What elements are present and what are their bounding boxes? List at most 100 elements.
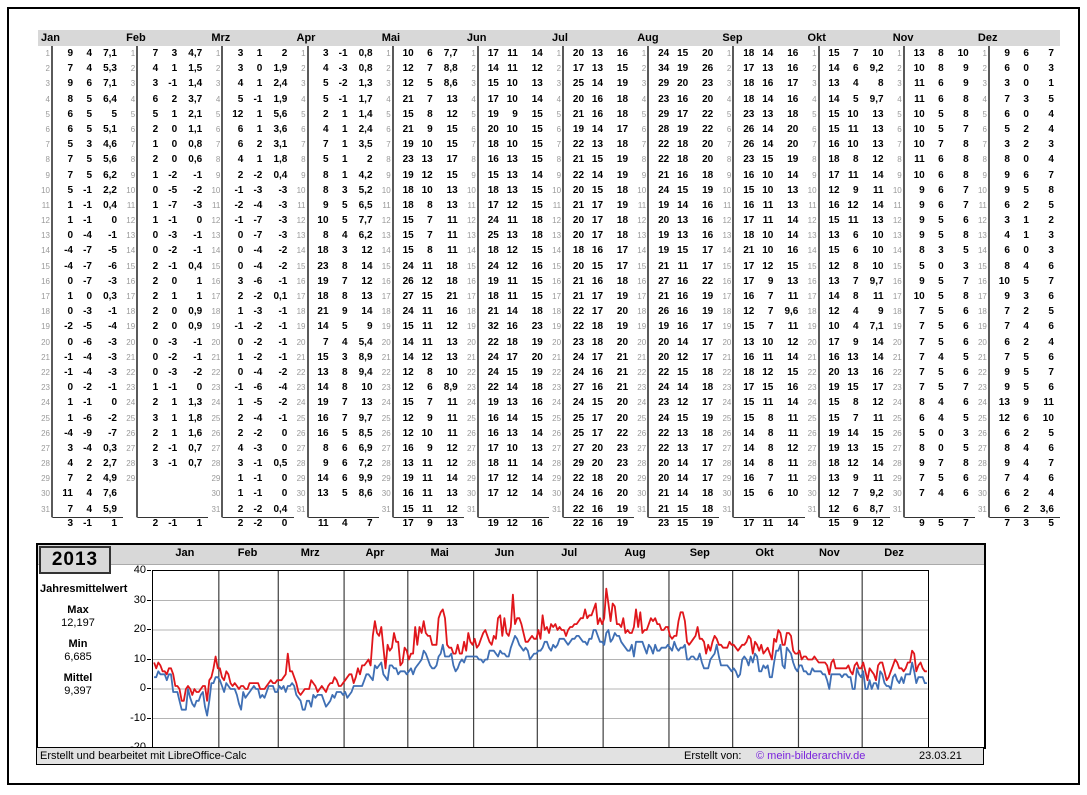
table-row: 12 3 1 2 (975, 213, 1060, 229)
value-min: 6 (86, 78, 92, 90)
monthly-min: 5 (938, 517, 944, 529)
day-number: 11 (126, 200, 136, 210)
value-max: 22 (572, 321, 585, 333)
value-max: -2 (234, 199, 244, 211)
value-max: 1 (237, 306, 244, 318)
table-row: 11 9 5 6,5 (294, 197, 379, 214)
table-row: 21 -1 -4 -3 (38, 349, 123, 365)
day-values: 29 17 22 (647, 106, 719, 122)
value-max: 3 (1004, 139, 1010, 151)
value-mean: 15 (787, 260, 799, 272)
value-mean: 2,4 (358, 123, 373, 135)
value-min: 15 (762, 382, 774, 394)
value-max: 3 (322, 48, 329, 59)
day-values: 24 15 19 (476, 364, 549, 381)
day-number: 23 (41, 383, 50, 393)
day-values: 5 -1 2,2 (51, 182, 123, 198)
value-min: 1 (171, 397, 178, 409)
day-number: 30 (807, 489, 817, 499)
chart-month-label: Apr (365, 547, 385, 559)
value-mean: 14 (872, 458, 884, 470)
table-row: 10 12 9 11 (805, 182, 890, 198)
value-min: 17 (591, 291, 604, 302)
day-values: 20 15 18 (562, 182, 634, 198)
value-max: 15 (743, 321, 755, 333)
day-number: 15 (807, 261, 817, 271)
day-number: 24 (41, 398, 50, 408)
value-min: 18 (591, 336, 604, 348)
value-mean: 10 (446, 366, 458, 378)
value-min: -1 (253, 458, 263, 470)
day-number: 30 (466, 489, 476, 499)
day-number: 11 (552, 200, 562, 210)
value-mean: 18 (531, 382, 543, 394)
value-mean: 17 (616, 260, 629, 272)
day-number: 16 (977, 276, 987, 286)
monthly-mean: 5 (1048, 517, 1054, 529)
value-min: -1 (168, 78, 178, 90)
table-row: 17 21 17 19 (549, 289, 634, 305)
day-number: 6 (726, 124, 732, 134)
value-mean: 5 (963, 412, 969, 424)
value-min: 4 (86, 63, 92, 75)
day-values: 1 0 0,3 (51, 289, 123, 305)
table-row: 17 10 5 8 (890, 289, 975, 305)
table-row: 19 -2 -5 -4 (38, 319, 123, 335)
value-min: 15 (591, 260, 604, 272)
day-number: 21 (722, 352, 732, 362)
value-max: 4 (152, 63, 159, 75)
value-min: 13 (762, 63, 774, 75)
day-values: 3 -1 0,5 (221, 456, 293, 472)
day-number: 8 (641, 155, 647, 165)
value-min: 3 (938, 245, 944, 257)
day-values: 16 7 11 (732, 471, 804, 487)
table-row: 20 0 -3 -1 (123, 334, 208, 350)
table-row: 26 25 17 22 (549, 425, 634, 441)
value-mean: 3 (1048, 139, 1054, 151)
archive-link[interactable]: © mein-bilderarchiv.de (756, 750, 866, 762)
value-mean: 2 (366, 154, 373, 166)
value-min: 3 (341, 351, 348, 363)
day-number: 18 (126, 307, 136, 317)
chart-month-label: Feb (237, 547, 258, 559)
day-number: 29 (637, 474, 647, 484)
day-values: 2 0 1,1 (136, 121, 208, 138)
value-mean: 3 (1048, 63, 1054, 75)
value-min: 8 (852, 291, 859, 302)
value-min (499, 502, 518, 517)
value-max: 21 (658, 169, 670, 181)
day-values: 15 7 11 (391, 213, 464, 229)
value-min: 2 (1023, 427, 1029, 439)
day-values: 18 12 15 (476, 243, 549, 259)
table-row: 20 7 5 6 (890, 334, 975, 350)
day-values: 26 14 20 (732, 121, 804, 138)
value-min: 4 (938, 488, 944, 500)
value-mean (773, 502, 798, 517)
table-row: 9 8 1 4,2 (294, 167, 379, 183)
value-mean: 21 (616, 382, 629, 394)
value-mean: 12 (531, 63, 543, 75)
day-values: 10 8 9 (902, 61, 975, 77)
day-number: 25 (722, 413, 732, 423)
value-min: 16 (591, 488, 604, 500)
value-max: 21 (658, 488, 670, 500)
table-row: 3 29 20 23 (634, 76, 719, 92)
value-min: 9 (512, 108, 518, 120)
value-max: 0 (152, 351, 159, 363)
value-max: 22 (658, 366, 670, 378)
value-max: 24 (658, 412, 670, 424)
value-max: 12 (402, 427, 414, 439)
value-mean: 1,5 (188, 63, 203, 75)
day-number: 11 (41, 200, 50, 210)
day-values: 17 12 15 (732, 258, 804, 274)
value-mean: 22 (702, 108, 714, 120)
table-row: 8 18 8 12 (805, 152, 890, 168)
day-number: 8 (301, 155, 306, 165)
created-by-label: Erstellt von: (684, 750, 742, 762)
value-max: 24 (487, 366, 499, 378)
day-number: 20 (41, 337, 50, 347)
day-number: 25 (977, 413, 987, 423)
